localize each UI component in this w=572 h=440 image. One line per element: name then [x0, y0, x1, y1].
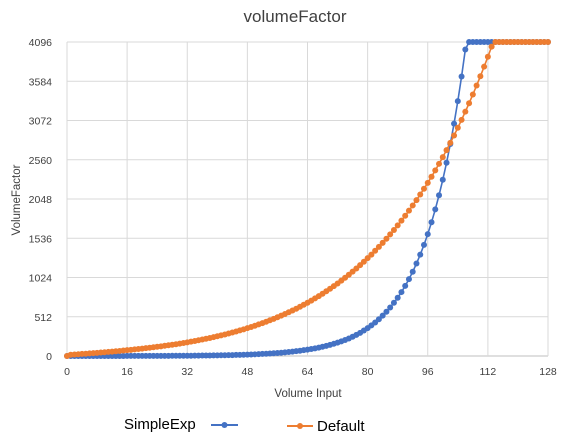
data-point-default	[390, 226, 397, 233]
chart-title: volumeFactor	[244, 7, 347, 26]
data-point-default	[372, 247, 379, 254]
y-tick-label: 2560	[29, 155, 53, 167]
data-point-default	[394, 222, 401, 229]
data-point-simpleexp	[420, 241, 427, 248]
x-tick-label: 128	[539, 366, 557, 378]
data-point-default	[458, 116, 465, 123]
data-point-simpleexp	[387, 304, 394, 311]
data-point-default	[402, 212, 409, 219]
data-point-default	[360, 258, 367, 265]
data-point-default	[387, 231, 394, 238]
y-axis-ticks: 0 512 1024 1536 2048 2560 3072 3584 4096	[29, 37, 53, 363]
data-point-simpleexp	[398, 289, 405, 296]
data-point-default	[398, 217, 405, 224]
data-point-default	[462, 108, 469, 115]
data-point-simpleexp	[443, 159, 450, 166]
data-point-simpleexp	[402, 282, 409, 289]
data-point-default	[413, 197, 420, 204]
data-point-default	[477, 73, 484, 80]
data-point-simpleexp	[409, 268, 416, 275]
data-point-default	[379, 239, 386, 246]
data-point-simpleexp	[439, 176, 446, 183]
y-tick-label: 3072	[29, 116, 53, 128]
data-point-default	[409, 202, 416, 209]
data-point-simpleexp	[417, 251, 424, 258]
legend-swatch-default	[287, 423, 313, 429]
data-point-default	[375, 243, 382, 250]
data-point-default	[488, 43, 495, 50]
data-point-simpleexp	[436, 192, 443, 199]
y-axis-label: VolumeFactor	[11, 164, 23, 235]
data-point-default	[364, 255, 371, 262]
data-point-simpleexp	[462, 46, 469, 53]
data-point-simpleexp	[405, 276, 412, 283]
x-tick-label: 16	[121, 366, 133, 378]
data-point-default	[439, 154, 446, 161]
data-point-default	[447, 139, 454, 146]
x-tick-label: 112	[480, 366, 497, 378]
data-point-simpleexp	[413, 260, 420, 267]
data-point-default	[383, 235, 390, 242]
data-point-default	[417, 191, 424, 198]
data-point-default	[443, 147, 450, 154]
legend-marker	[221, 422, 228, 428]
y-tick-label: 1024	[29, 273, 53, 285]
x-axis-label: Volume Input	[274, 388, 342, 400]
y-tick-label: 3584	[29, 76, 53, 88]
data-point-default	[368, 251, 375, 258]
legend-label-default: Default	[317, 418, 365, 435]
data-point-default	[545, 39, 551, 45]
data-point-simpleexp	[454, 98, 461, 105]
y-tick-label: 0	[46, 351, 52, 363]
x-tick-label: 80	[362, 366, 374, 378]
data-point-simpleexp	[383, 308, 390, 315]
data-point-default	[454, 124, 461, 131]
data-point-default	[428, 173, 435, 180]
data-point-simpleexp	[379, 312, 386, 319]
data-point-default	[420, 185, 427, 192]
data-point-simpleexp	[451, 120, 458, 127]
data-point-simpleexp	[390, 299, 397, 306]
data-point-simpleexp	[394, 294, 401, 301]
legend-label-simpleexp: SimpleExp	[124, 416, 196, 433]
x-tick-label: 96	[422, 366, 434, 378]
legend: SimpleExp Default	[124, 416, 365, 435]
data-point-simpleexp	[428, 219, 435, 226]
data-point-default	[469, 91, 476, 98]
x-tick-label: 0	[64, 366, 70, 378]
x-tick-label: 48	[242, 366, 254, 378]
data-point-simpleexp	[375, 316, 382, 323]
legend-swatch-simpleexp	[211, 422, 238, 428]
x-tick-label: 32	[181, 366, 193, 378]
y-tick-label: 1536	[29, 233, 53, 245]
legend-marker	[297, 423, 303, 429]
data-point-simpleexp	[458, 73, 465, 80]
data-point-default	[484, 53, 491, 60]
x-axis-ticks: 0 16 32 48 64 80 96 112 128	[64, 366, 557, 378]
x-tick-label: 64	[302, 366, 314, 378]
data-point-simpleexp	[432, 206, 439, 213]
data-point-default	[405, 207, 412, 214]
data-point-default	[451, 132, 458, 139]
data-point-default	[481, 63, 488, 70]
y-tick-label: 512	[34, 312, 52, 324]
data-point-default	[432, 167, 439, 174]
data-point-default	[466, 100, 473, 107]
data-point-default	[473, 82, 480, 89]
data-point-simpleexp	[424, 231, 431, 238]
data-point-default	[424, 179, 431, 186]
series-default	[64, 39, 551, 359]
y-tick-label: 2048	[29, 194, 53, 206]
y-tick-label: 4096	[29, 37, 53, 49]
data-point-default	[436, 160, 443, 167]
plot-area	[64, 39, 551, 359]
